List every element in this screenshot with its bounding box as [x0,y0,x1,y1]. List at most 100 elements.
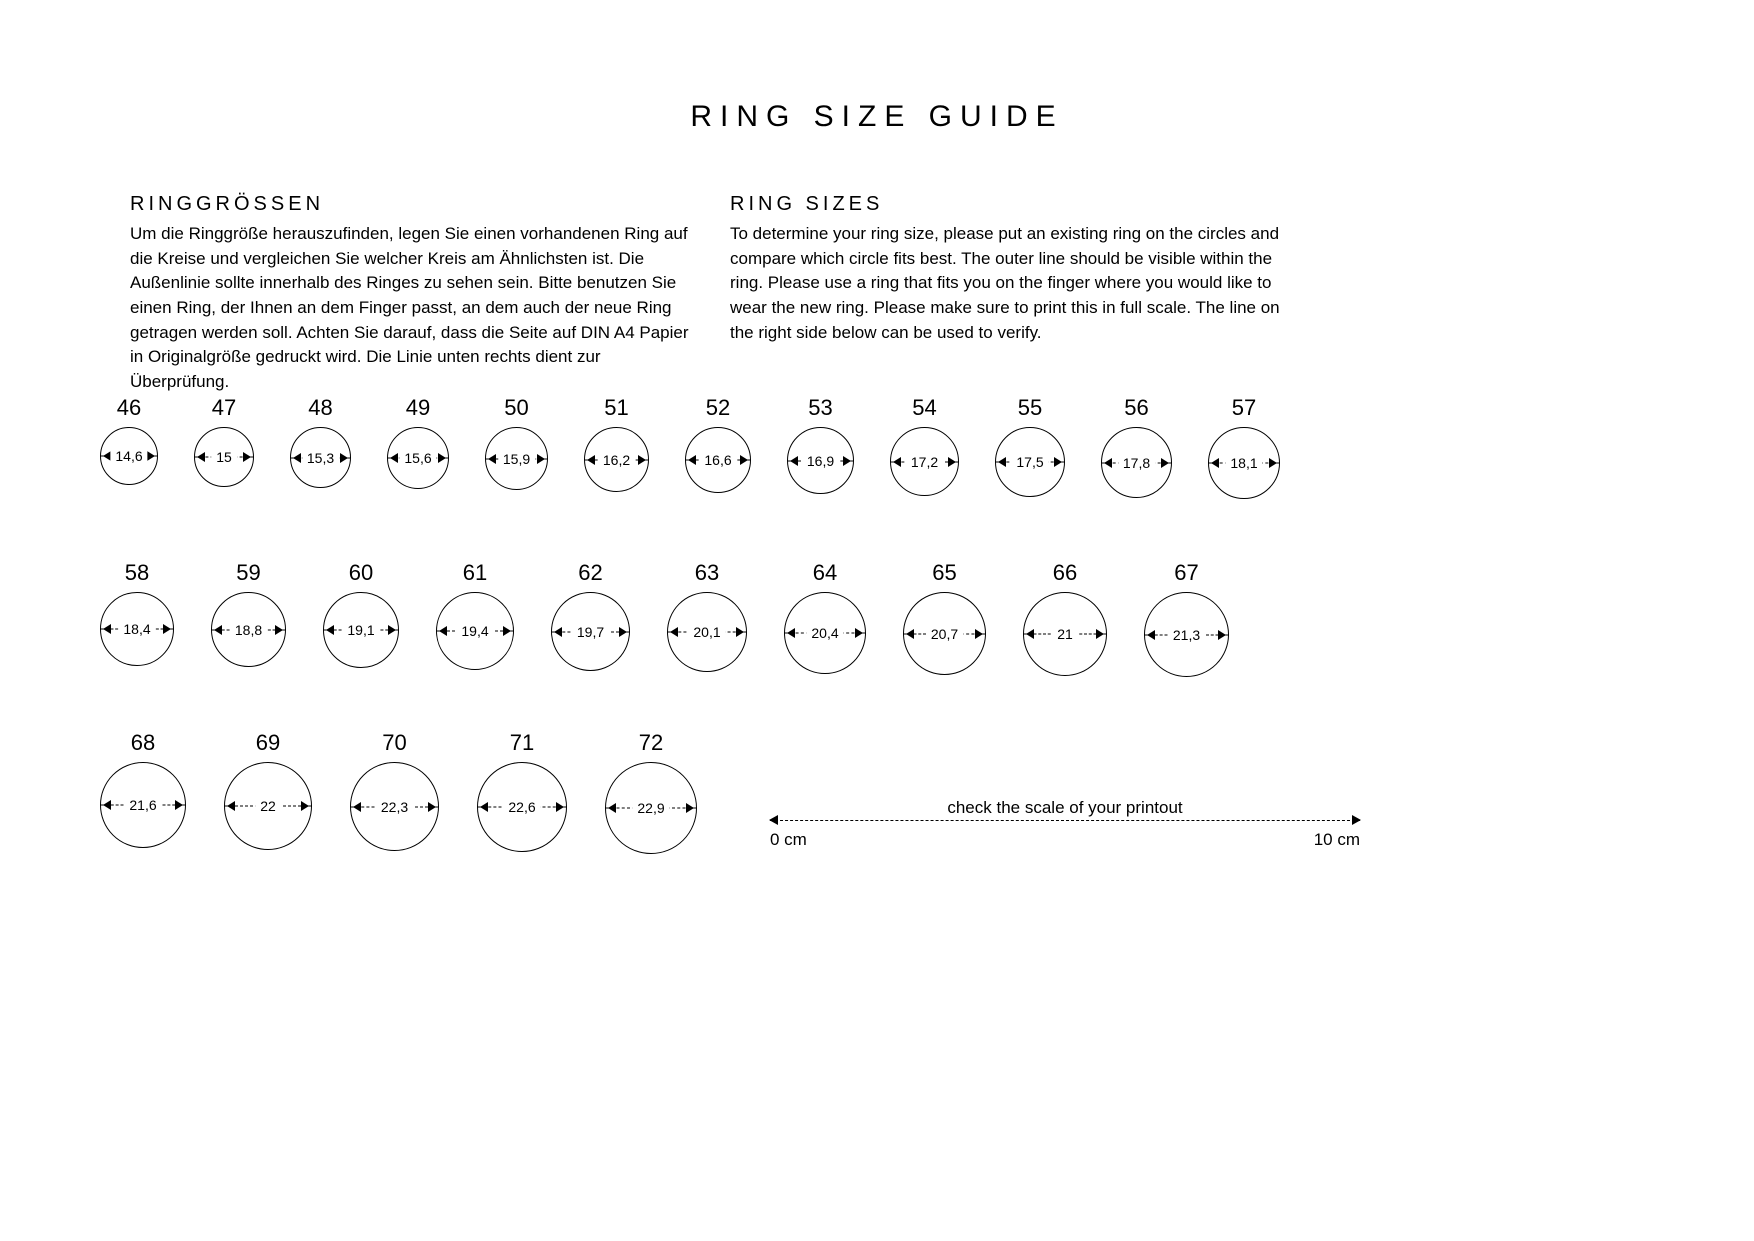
body-english: To determine your ring size, please put … [730,222,1290,345]
ring-circle: 17,8 [1101,427,1172,498]
arrow-right-icon [175,800,183,810]
ring-size-number: 55 [1018,395,1042,421]
ring-size-number: 71 [510,730,534,756]
arrow-left-icon [227,801,235,811]
arrow-left-icon [103,800,111,810]
ring-diameter-label: 15,3 [302,450,339,466]
arrow-right-icon [163,624,171,634]
ring-cell: 5918,8 [211,560,286,677]
arrow-right-icon [1269,458,1277,468]
ring-size-number: 69 [256,730,280,756]
arrow-right-icon [340,453,348,463]
ring-diameter-label: 14,6 [110,448,147,464]
arrow-left-icon [326,625,334,635]
arrow-left-icon [439,626,447,636]
arrow-left-icon [1104,458,1112,468]
ring-cell: 56 17,8 [1101,395,1172,499]
arrow-right-icon [428,802,436,812]
ring-diameter-label: 19,4 [456,623,493,639]
arrow-left-icon [1026,629,1034,639]
ring-diameter-label: 16,9 [802,453,839,469]
ring-cell: 5818,4 [100,560,174,677]
ring-diameter-label: 15,6 [399,450,436,466]
ring-cell: 5015,9 [485,395,548,499]
arrow-left-icon [488,454,496,464]
arrow-right-icon [275,625,283,635]
scale-line [770,820,1360,821]
arrow-right-icon [1352,815,1361,825]
ring-cell: 4715 [194,395,254,499]
arrow-right-icon [147,451,155,461]
arrow-left-icon [103,624,111,634]
ring-circle: 22,9 [605,762,697,854]
ring-circle: 17,2 [890,427,959,496]
ring-diameter-label: 22 [255,798,281,814]
ring-cell: 69 22 [224,730,312,854]
ring-cell: 6721,3 [1144,560,1229,677]
ring-row: 4614,647154815,34915,65015,95116,25216,6… [100,395,1280,499]
scale-ruler: check the scale of your printout 0 cm 10… [770,820,1360,821]
ring-cell: 4815,3 [290,395,351,499]
arrow-left-icon [293,453,301,463]
ring-circle: 16,6 [685,427,751,493]
ring-diameter-label: 18,8 [230,622,267,638]
ring-cell: 6219,7 [551,560,630,677]
ring-diameter-label: 21 [1052,626,1078,642]
ring-row: 5818,45918,86019,16119,46219,76320,16420… [100,560,1229,677]
ring-circle: 21 [1023,592,1107,676]
ring-circle: 19,7 [551,592,630,671]
arrow-right-icon [843,456,851,466]
ring-circle: 15 [194,427,254,487]
ring-cell: 6119,4 [436,560,514,677]
arrow-left-icon [197,452,205,462]
arrow-right-icon [537,454,545,464]
ring-size-number: 52 [706,395,730,421]
arrow-right-icon [948,457,956,467]
ring-diameter-label: 17,8 [1118,455,1155,471]
ring-diameter-label: 22,6 [503,799,540,815]
arrow-left-icon [688,455,696,465]
scale-ten-label: 10 cm [1314,830,1360,850]
ring-size-number: 64 [813,560,837,586]
ring-size-number: 72 [639,730,663,756]
ring-size-number: 46 [117,395,141,421]
ring-circle: 18,8 [211,592,286,667]
arrow-right-icon [243,452,251,462]
arrow-left-icon [353,802,361,812]
scale-zero-label: 0 cm [770,830,807,850]
arrow-right-icon [388,625,396,635]
arrow-left-icon [587,455,595,465]
ring-cell: 6520,7 [903,560,986,677]
arrow-right-icon [438,453,446,463]
ring-circle: 16,2 [584,427,649,492]
scale-label: check the scale of your printout [770,798,1360,818]
ring-diameter-label: 16,6 [699,452,736,468]
arrow-right-icon [1218,630,1226,640]
ring-size-number: 56 [1124,395,1148,421]
ring-circle: 22 [224,762,312,850]
ring-size-number: 70 [382,730,406,756]
arrow-left-icon [214,625,222,635]
ring-circle: 17,5 [995,427,1065,497]
arrow-right-icon [1054,457,1062,467]
ring-diameter-label: 20,4 [806,625,843,641]
ring-cell: 72 22,9 [605,730,697,854]
arrow-left-icon [670,627,678,637]
ring-cell: 4915,6 [387,395,449,499]
ring-cell: 55 17,5 [995,395,1065,499]
ring-circle: 15,6 [387,427,449,489]
ring-cell: 5316,9 [787,395,854,499]
ring-circle: 20,4 [784,592,866,674]
body-german: Um die Ringgröße herauszufinden, legen S… [130,222,690,394]
ring-size-number: 50 [504,395,528,421]
ring-circle: 20,1 [667,592,747,672]
ring-circle: 18,4 [100,592,174,666]
ring-cell: 71 22,6 [477,730,567,854]
arrow-right-icon [736,627,744,637]
ring-size-number: 47 [212,395,236,421]
ring-cell: 66 21 [1023,560,1107,677]
ring-diameter-label: 21,6 [124,797,161,813]
ring-size-number: 66 [1053,560,1077,586]
ring-diameter-label: 16,2 [598,452,635,468]
arrow-left-icon [998,457,1006,467]
